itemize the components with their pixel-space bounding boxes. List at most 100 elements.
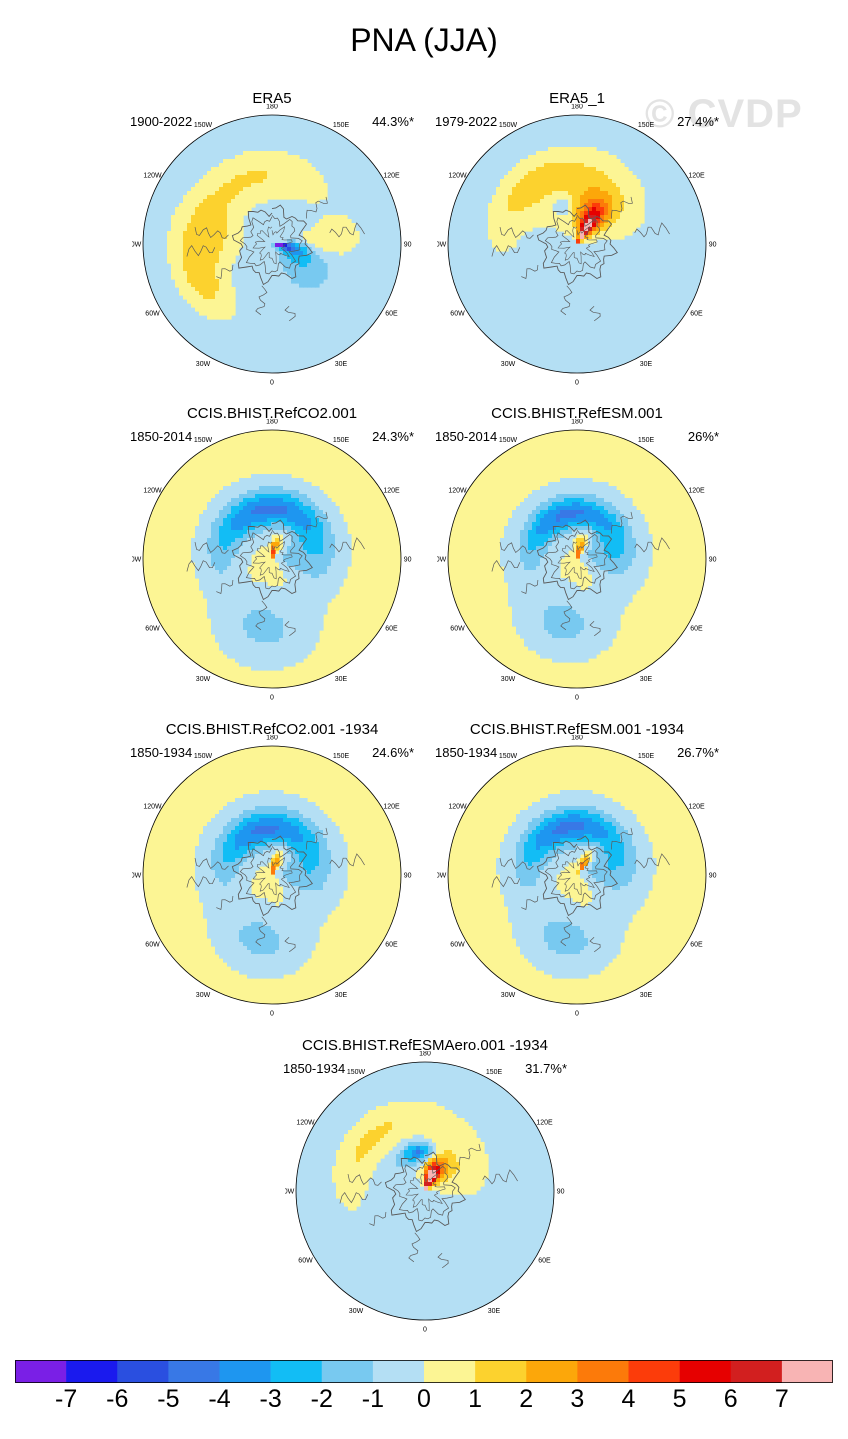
- polar-map: 180 150E 120E 90E 60E 30E 0 30W 60W 90W 120W 150W: [285, 1051, 565, 1334]
- panel-title: ERA5: [252, 90, 292, 107]
- colorbar-swatch: [628, 1360, 680, 1383]
- polar-map: 180 150E 120E 90E 60E 30E 0 30W 60W 90W 120W 150W: [437, 735, 717, 1018]
- longitude-label: 120E: [383, 804, 400, 811]
- panel-variance-pct: 26%*: [687, 429, 719, 444]
- longitude-label: 30W: [196, 992, 211, 999]
- colorbar: [15, 1360, 833, 1383]
- longitude-label: 180: [571, 419, 583, 426]
- colorbar-swatch: [424, 1360, 476, 1383]
- panel-title: ERA5_1: [549, 90, 605, 107]
- longitude-label: 30W: [349, 1308, 364, 1315]
- longitude-label: 30E: [335, 992, 348, 999]
- panel-period: 1850-1934: [130, 745, 193, 760]
- longitude-label: 120W: [143, 488, 162, 495]
- colorbar-tick-label: 4: [621, 1385, 636, 1413]
- longitude-label: 180: [266, 735, 278, 742]
- colorbar-swatch: [117, 1360, 169, 1383]
- colorbar-tick-label: 6: [723, 1385, 738, 1413]
- longitude-label: 90E: [709, 873, 717, 880]
- longitude-label: 90W: [132, 242, 142, 249]
- polar-map: 180 150E 120E 90E 60E 30E 0 30W 60W 90W 120W 150W: [437, 419, 717, 702]
- longitude-label: 60E: [538, 1258, 551, 1265]
- longitude-label: 0: [575, 1011, 579, 1018]
- colorbar-tick-label: -1: [361, 1385, 384, 1413]
- panel-title: CCIS.BHIST.RefESM.001: [491, 405, 663, 422]
- longitude-label: 150E: [638, 122, 655, 129]
- longitude-label: 150W: [499, 753, 518, 760]
- longitude-label: 120E: [383, 173, 400, 180]
- longitude-label: 120W: [448, 173, 467, 180]
- panel-variance-pct: 24.6%*: [372, 745, 414, 760]
- longitude-label: 30W: [501, 676, 516, 683]
- longitude-label: 180: [266, 104, 278, 111]
- colorbar-swatch: [475, 1360, 527, 1383]
- longitude-label: 0: [270, 695, 274, 702]
- longitude-label: 30W: [196, 676, 211, 683]
- longitude-label: 120W: [143, 173, 162, 180]
- colorbar-swatch: [15, 1360, 67, 1383]
- longitude-label: 60W: [298, 1258, 313, 1265]
- colorbar-tick-label: -7: [55, 1385, 78, 1413]
- longitude-label: 120E: [688, 804, 705, 811]
- longitude-label: 90E: [404, 557, 412, 564]
- panel-title: CCIS.BHIST.RefCO2.001: [186, 405, 358, 422]
- longitude-label: 30E: [640, 676, 653, 683]
- panel-title: CCIS.BHIST.RefESMAero.001 -1934: [302, 1037, 548, 1054]
- longitude-label: 0: [423, 1327, 427, 1334]
- colorbar-tick-label: -2: [310, 1385, 333, 1413]
- longitude-label: 60W: [145, 311, 160, 318]
- longitude-label: 150E: [486, 1069, 503, 1076]
- longitude-label: 0: [575, 695, 579, 702]
- longitude-label: 120W: [296, 1120, 315, 1127]
- longitude-label: 180: [571, 735, 583, 742]
- longitude-label: 150W: [194, 753, 213, 760]
- longitude-label: 150E: [333, 122, 350, 129]
- colorbar-tick-label: 2: [519, 1385, 534, 1413]
- colorbar-tick-label: -3: [259, 1385, 282, 1413]
- longitude-label: 120E: [688, 173, 705, 180]
- longitude-label: 120E: [536, 1120, 553, 1127]
- polar-map: 180 150E 120E 90E 60E 30E 0 30W 60W 90W 120W 150W: [132, 735, 412, 1018]
- panel-period: 1979-2022: [435, 114, 498, 129]
- figure-title: PNA (JJA): [350, 22, 498, 58]
- longitude-label: 180: [419, 1051, 431, 1058]
- longitude-label: 60W: [450, 942, 465, 949]
- longitude-label: 90W: [437, 557, 447, 564]
- longitude-label: 90E: [404, 242, 412, 249]
- longitude-label: 90W: [437, 873, 447, 880]
- longitude-label: 60E: [385, 626, 398, 633]
- colorbar-tick-label: 7: [774, 1385, 789, 1413]
- polar-map: 180 150E 120E 90E 60E 30E 0 30W 60W 90W 120W 150W: [132, 419, 412, 702]
- longitude-label: 60E: [385, 942, 398, 949]
- panel-period: 1850-2014: [130, 429, 193, 444]
- longitude-label: 150W: [347, 1069, 366, 1076]
- colorbar-swatch: [577, 1360, 629, 1383]
- longitude-label: 90E: [557, 1189, 565, 1196]
- longitude-label: 150W: [194, 437, 213, 444]
- longitude-label: 0: [270, 380, 274, 387]
- colorbar-tick-label: 3: [570, 1385, 585, 1413]
- longitude-label: 30W: [501, 992, 516, 999]
- longitude-label: 150E: [333, 437, 350, 444]
- colorbar-swatch: [66, 1360, 118, 1383]
- panel-period: 1850-1934: [283, 1061, 346, 1076]
- colorbar-swatch: [526, 1360, 578, 1383]
- panel-variance-pct: 24.3%*: [372, 429, 414, 444]
- colorbar-tick-label: -6: [106, 1385, 129, 1413]
- panel-variance-pct: 26.7%*: [677, 745, 719, 760]
- panel-period: 1850-2014: [435, 429, 498, 444]
- longitude-label: 30W: [196, 361, 211, 368]
- longitude-label: 120W: [448, 488, 467, 495]
- longitude-label: 120E: [383, 488, 400, 495]
- longitude-label: 90E: [709, 557, 717, 564]
- longitude-label: 60E: [385, 311, 398, 318]
- panel-period: 1850-1934: [435, 745, 498, 760]
- colorbar-swatch: [679, 1360, 732, 1383]
- panel-variance-pct: 44.3%*: [372, 114, 414, 129]
- longitude-label: 30E: [335, 676, 348, 683]
- colorbar-swatch: [219, 1360, 271, 1383]
- panel-variance-pct: 27.4%*: [677, 114, 719, 129]
- longitude-label: 0: [270, 1011, 274, 1018]
